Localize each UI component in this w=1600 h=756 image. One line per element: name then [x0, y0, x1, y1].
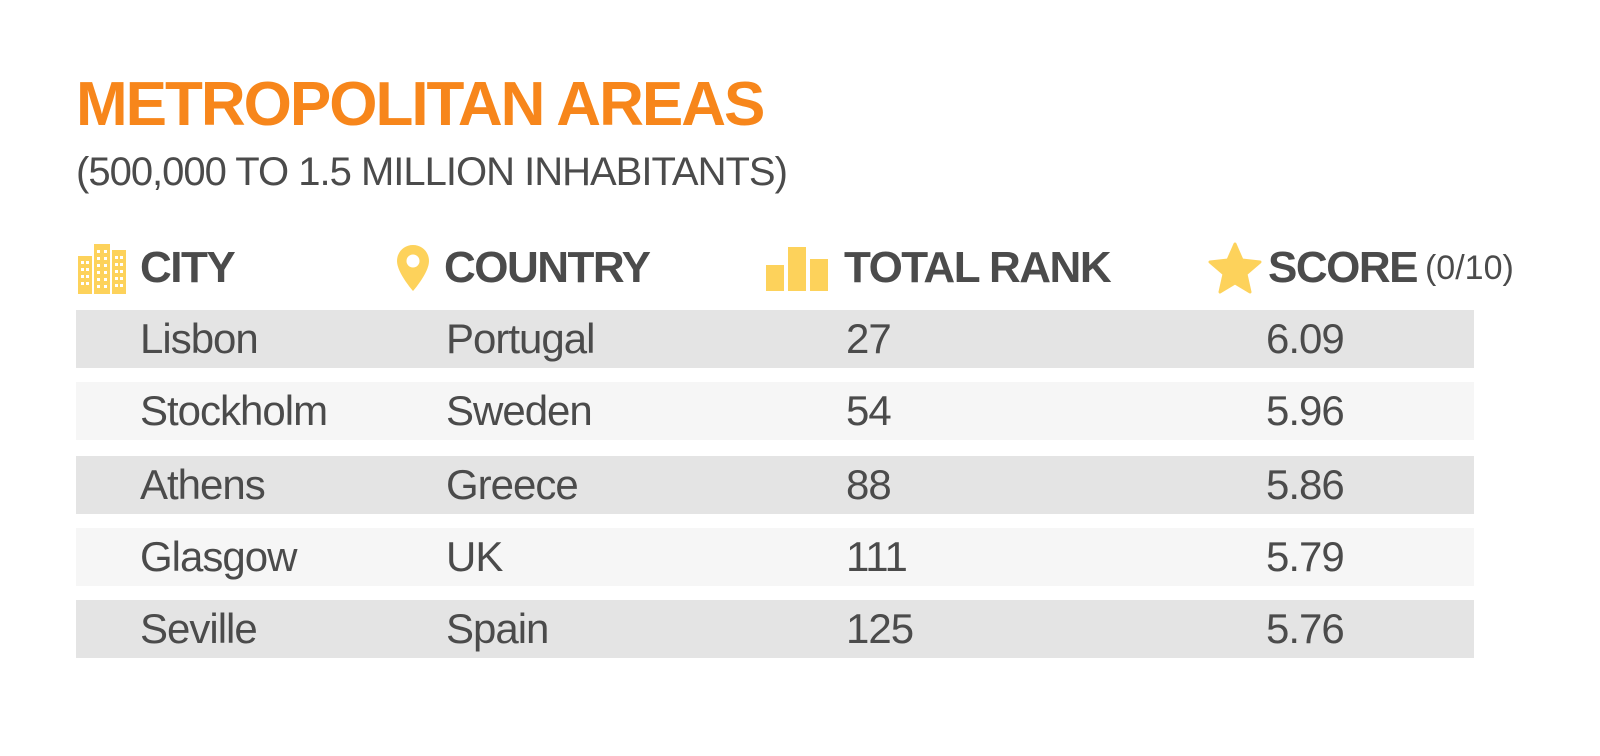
cell-total-rank: 54 [846, 387, 892, 434]
bar-chart-icon [766, 247, 828, 291]
buildings-icon [78, 244, 126, 294]
table-row: Stockholm Sweden 54 5.96 [76, 382, 1474, 440]
star-icon [1208, 242, 1262, 294]
column-label-score: SCORE [1268, 243, 1418, 292]
table-row: Lisbon Portugal 27 6.09 [76, 310, 1474, 368]
cell-city: Glasgow [140, 533, 297, 580]
table-row: Seville Spain 125 5.76 [76, 600, 1474, 658]
cell-country: Portugal [446, 315, 595, 362]
column-label-total-rank: TOTAL RANK [844, 243, 1112, 292]
cell-country: Spain [446, 605, 549, 652]
cell-total-rank: 111 [846, 533, 908, 580]
cell-city: Stockholm [140, 387, 328, 434]
location-pin-icon [397, 245, 429, 291]
cell-score: 5.96 [1266, 387, 1345, 434]
cell-city: Seville [140, 605, 258, 652]
column-header-city: CITY [76, 238, 236, 298]
cell-total-rank: 125 [846, 605, 914, 652]
cell-city: Athens [140, 461, 266, 508]
cell-total-rank: 27 [846, 315, 892, 362]
cell-country: UK [446, 533, 503, 580]
cell-city: Lisbon [140, 315, 259, 362]
page-subtitle: (500,000 TO 1.5 MILLION INHABITANTS) [76, 150, 788, 194]
column-label-country: COUNTRY [444, 243, 651, 292]
cell-score: 5.86 [1266, 461, 1345, 508]
table-row: Athens Greece 88 5.86 [76, 456, 1474, 514]
column-label-city: CITY [140, 243, 236, 292]
page-title: METROPOLITAN AREAS [76, 70, 765, 139]
cell-country: Sweden [446, 387, 593, 434]
cell-score: 5.79 [1266, 533, 1345, 580]
column-header-total-rank: TOTAL RANK [766, 238, 1112, 298]
table-row: Glasgow UK 111 5.79 [76, 528, 1474, 586]
column-header-country: COUNTRY [396, 238, 651, 298]
column-header-score: SCORE (0/10) [1208, 238, 1514, 298]
cell-score: 5.76 [1266, 605, 1345, 652]
cell-total-rank: 88 [846, 461, 892, 508]
cell-score: 6.09 [1266, 315, 1345, 362]
column-label-score-unit: (0/10) [1424, 248, 1514, 287]
cell-country: Greece [446, 461, 579, 508]
